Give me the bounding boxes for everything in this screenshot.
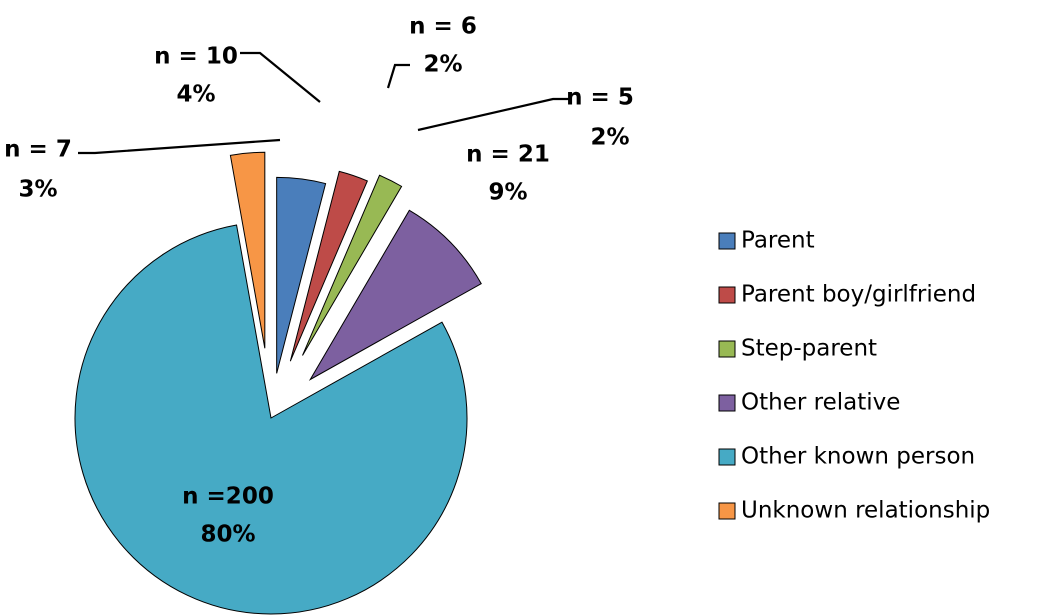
leader-line-step-parent [417,97,570,132]
data-labels: n = 10 4% n = 6 2% n = 5 2% n = 21 9% n =200 80% n… [4,14,634,548]
leader-line-unknown-relationship [78,138,281,155]
data-label-pct-other-known-person: 80% [200,522,255,548]
legend-swatch-parent-boy-girlfriend [718,286,736,304]
slice-parent [276,176,327,374]
data-label-n-parent-boy-girlfriend: n = 6 [409,14,477,40]
slice-other-relative [308,209,482,381]
slice-other-known-person [74,224,468,615]
legend-label-parent-boy-girlfriend: Parent boy/girlfriend [741,282,976,308]
data-label-pct-parent: 4% [176,82,215,108]
data-label-pct-other-relative: 9% [488,180,527,206]
data-label-n-other-known-person: n =200 [182,484,274,510]
legend-label-other-relative: Other relative [741,390,900,416]
data-label-n-parent: n = 10 [154,44,238,70]
legend-swatch-step-parent [718,340,736,358]
legend-label-parent: Parent [741,228,815,254]
slice-step-parent [302,174,403,356]
legend-label-unknown-relationship: Unknown relationship [741,498,990,524]
legend-label-other-known-person: Other known person [741,444,975,470]
data-label-n-other-relative: n = 21 [466,142,550,168]
leader-line-parent [240,51,321,103]
leader-lines [78,51,570,155]
legend-swatch-other-known-person [718,448,736,466]
pie-slices [74,151,482,615]
data-label-pct-step-parent: 2% [590,125,629,151]
legend-label-step-parent: Step-parent [741,336,877,362]
data-label-pct-parent-boy-girlfriend: 2% [423,52,462,78]
slice-unknown-relationship [229,151,266,349]
legend-swatch-unknown-relationship [718,502,736,520]
legend-swatch-parent [718,232,736,250]
leader-line-parent-boy-girlfriend [386,63,410,89]
data-label-n-unknown-relationship: n = 7 [4,137,72,163]
legend: Parent Parent boy/girlfriend Step-parent Ot… [718,228,990,524]
legend-swatch-other-relative [718,394,736,412]
slice-parent-boy-girlfriend [289,170,368,362]
data-label-n-step-parent: n = 5 [566,85,634,111]
data-label-pct-unknown-relationship: 3% [18,177,57,203]
